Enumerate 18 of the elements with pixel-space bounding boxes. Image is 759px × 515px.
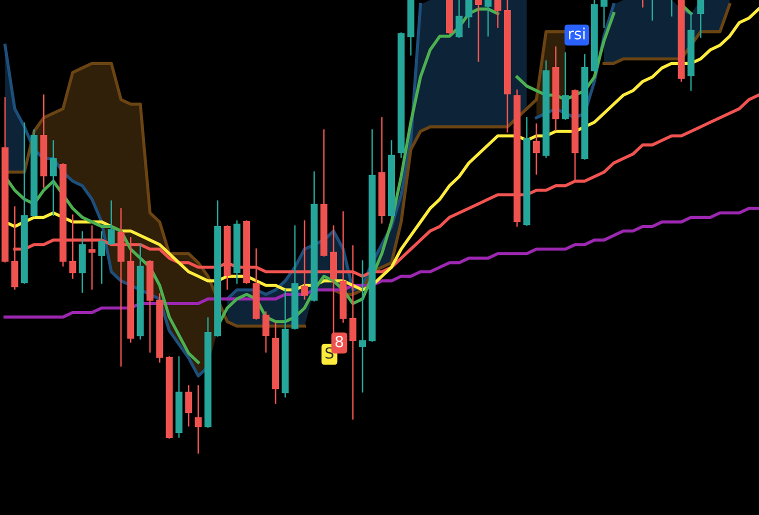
annotation: 8 (335, 336, 344, 348)
candlestick (494, 0, 502, 28)
candlestick (600, 0, 608, 28)
candlestick (484, 0, 492, 36)
annotation: rsi (568, 28, 585, 40)
candlestick (262, 311, 270, 353)
candlestick (359, 260, 366, 392)
annotation: S (326, 347, 334, 359)
candlestick (50, 140, 57, 216)
candlestick (697, 0, 704, 38)
candlestick (465, 0, 472, 28)
candlestick (474, 0, 482, 62)
candlestick (532, 123, 540, 175)
candlestick (108, 200, 115, 245)
candlestick (98, 231, 106, 284)
candlestick (456, 0, 463, 38)
candlestick (185, 385, 192, 426)
candlestick (194, 385, 202, 454)
